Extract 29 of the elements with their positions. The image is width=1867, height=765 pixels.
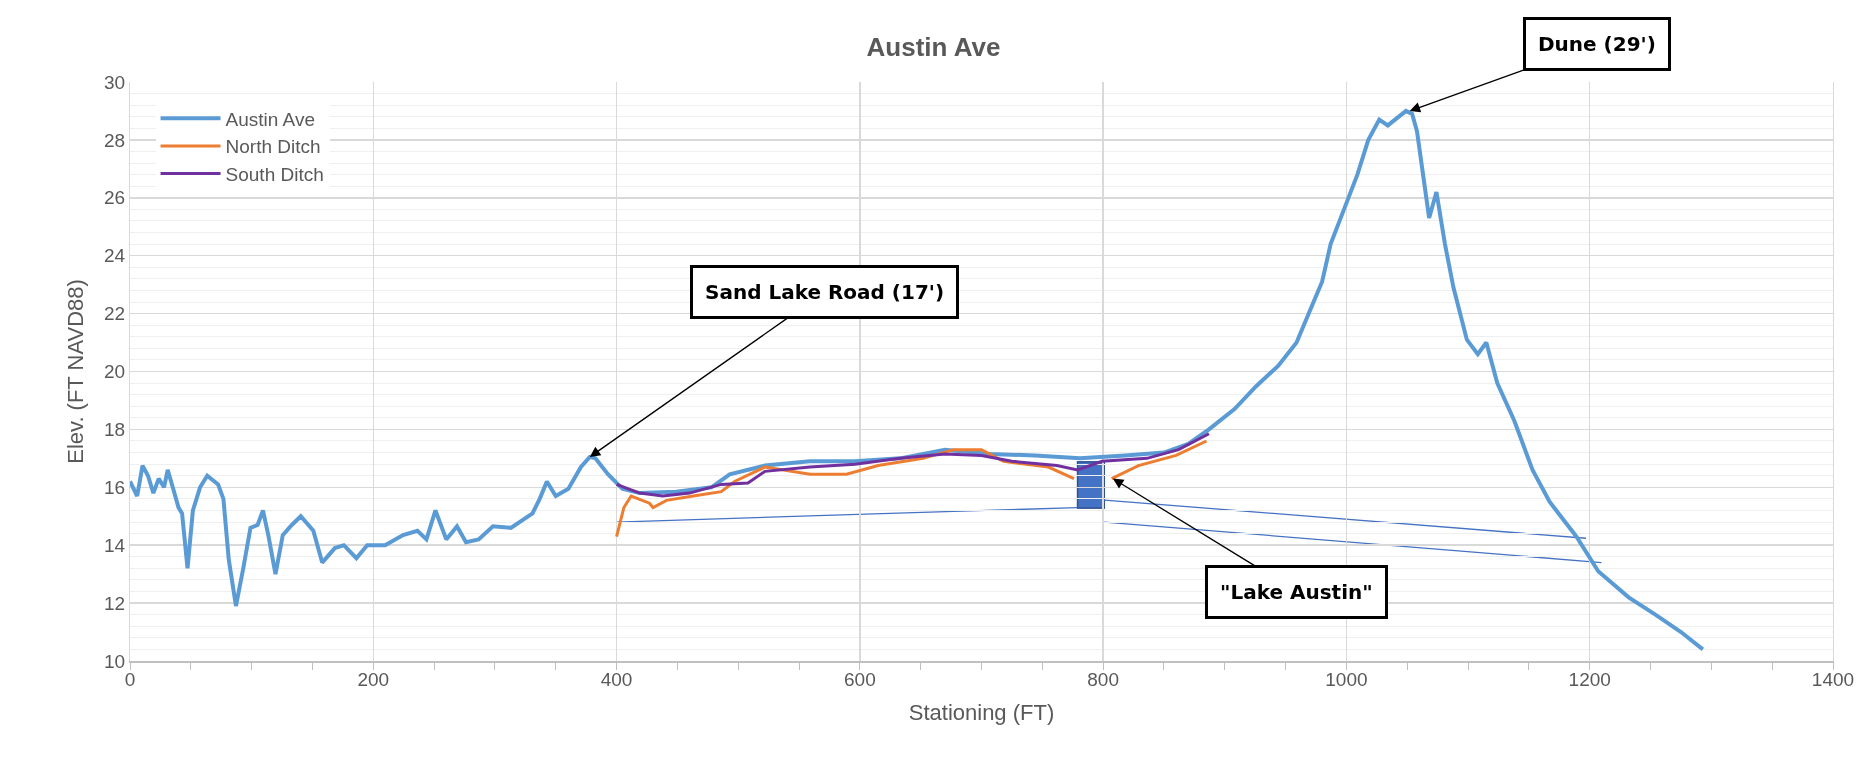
y-tick-label: 20 [104,361,126,383]
annotation: Dune (29') [1538,32,1656,56]
y-tick-label: 22 [104,303,126,325]
y-tick-label: 10 [104,650,126,672]
annotation: Sand Lake Road (17') [705,280,945,304]
y-tick-label: 14 [104,534,126,556]
y-axis-title: Elev. (FT NAVD88) [62,279,88,464]
y-tick-label: 30 [104,71,126,93]
legend-label: Austin Ave [225,108,315,130]
legend-label: South Ditch [225,164,324,186]
x-tick-label: 1400 [1811,668,1855,690]
y-tick-label: 28 [104,129,126,151]
x-tick-label: 400 [600,668,633,690]
line-series [615,432,1211,498]
x-tick-label: 1200 [1568,668,1611,690]
x-axis-title: Stationing (FT) [908,700,1055,726]
y-tick-label: 16 [104,476,126,498]
x-tick-label: 200 [357,668,390,690]
y-tick-label: 26 [104,187,126,209]
annotation: "Lake Austin" [1220,580,1373,604]
x-tick-label: 0 [124,668,136,690]
x-tick-label: 1000 [1325,668,1368,690]
legend-label: North Ditch [225,136,321,158]
y-tick-label: 18 [104,419,126,441]
x-tick-label: 600 [844,668,876,690]
y-tick-label: 12 [104,592,126,614]
chart-title: Austin Ave [866,32,1001,63]
y-tick-label: 24 [104,245,126,267]
x-tick-label: 800 [1087,668,1119,690]
